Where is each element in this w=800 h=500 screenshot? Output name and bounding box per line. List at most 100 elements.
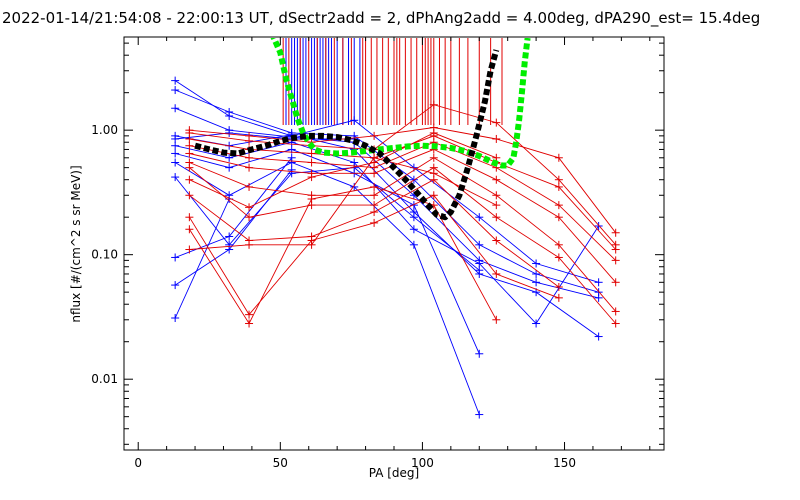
series-line — [189, 104, 617, 246]
data-point — [475, 266, 484, 275]
data-point — [350, 116, 359, 125]
data-point — [492, 269, 501, 278]
y-tick-label: 0.01 — [91, 372, 118, 386]
data-point — [185, 163, 194, 172]
data-point — [554, 182, 563, 191]
data-point — [245, 240, 254, 249]
data-point — [287, 153, 296, 162]
x-tick-label: 50 — [273, 456, 288, 470]
data-point — [307, 194, 316, 203]
series-line — [189, 186, 497, 325]
data-point — [554, 213, 563, 222]
data-point — [554, 253, 563, 262]
green-curve — [270, 38, 531, 169]
data-point — [475, 410, 484, 419]
data-point — [185, 175, 194, 184]
y-tick-label: 1.00 — [91, 123, 118, 137]
data-point — [370, 182, 379, 191]
data-point — [245, 203, 254, 212]
data-point — [171, 173, 180, 182]
series-line — [174, 162, 480, 415]
data-point — [532, 259, 541, 268]
data-point — [475, 240, 484, 249]
data-point — [245, 310, 254, 319]
data-point — [171, 76, 180, 85]
data-point — [171, 149, 180, 158]
data-point — [429, 100, 438, 109]
y-axis: 0.01 0.10 1.00 — [91, 42, 664, 445]
data-point — [225, 245, 234, 254]
x-tick-label: 100 — [411, 456, 434, 470]
data-point — [554, 283, 563, 292]
data-point — [475, 213, 484, 222]
data-point — [492, 175, 501, 184]
series-line — [189, 132, 497, 208]
data-point — [245, 136, 254, 145]
series-line — [174, 198, 230, 319]
data-point — [429, 191, 438, 200]
data-point — [307, 240, 316, 249]
x-tick-label: 0 — [134, 456, 142, 470]
series-line — [174, 80, 599, 283]
data-point — [554, 293, 563, 302]
data-point — [225, 232, 234, 241]
data-point — [611, 307, 620, 316]
data-point — [370, 218, 379, 227]
y-axis-label: nflux [#/(cm^2 s sr MeV)] — [69, 165, 83, 322]
data-point — [409, 225, 418, 234]
data-point — [594, 293, 603, 302]
data-point — [429, 128, 438, 137]
data-point — [554, 240, 563, 249]
data-point — [370, 158, 379, 167]
series-line — [175, 141, 599, 325]
data-point — [370, 208, 379, 217]
data-point — [171, 314, 180, 323]
data-point — [171, 253, 180, 262]
data-point — [611, 228, 620, 237]
data-point — [185, 191, 194, 200]
data-point — [594, 278, 603, 287]
data-point — [171, 281, 180, 290]
series-line — [175, 107, 599, 299]
model-curve-group — [194, 38, 531, 221]
data-point — [611, 278, 620, 287]
data-point — [594, 332, 603, 341]
data-point — [409, 213, 418, 222]
data-point — [409, 240, 418, 249]
series-line — [189, 157, 497, 250]
data-point — [225, 107, 234, 116]
data-point — [245, 153, 254, 162]
data-point — [532, 269, 541, 278]
series-line — [174, 167, 480, 271]
series-line — [175, 148, 480, 354]
data-point — [225, 153, 234, 162]
plot-area — [171, 38, 620, 419]
series-line — [175, 132, 355, 140]
series-line — [174, 169, 293, 286]
data-point — [492, 191, 501, 200]
data-point — [287, 165, 296, 174]
data-point — [532, 278, 541, 287]
data-point — [225, 163, 234, 172]
data-point — [171, 86, 180, 95]
data-point — [554, 175, 563, 184]
vertical-marker-group — [282, 38, 503, 125]
data-point — [225, 128, 234, 137]
data-point — [307, 158, 316, 167]
data-point — [475, 349, 484, 358]
data-point — [185, 141, 194, 150]
data-point — [554, 201, 563, 210]
x-axis-label: PA [deg] — [369, 466, 419, 480]
data-point — [370, 169, 379, 178]
data-point — [171, 104, 180, 113]
x-axis: 0 50 100 150 — [134, 37, 651, 470]
data-point — [611, 319, 620, 328]
data-point — [245, 213, 254, 222]
y-tick-label: 0.10 — [91, 248, 118, 262]
series-line — [189, 141, 617, 261]
chart-title: 2022-01-14/21:54:08 - 22:00:13 UT, dSect… — [2, 9, 760, 28]
data-point — [475, 259, 484, 268]
data-point — [492, 315, 501, 324]
series-line — [189, 148, 617, 283]
